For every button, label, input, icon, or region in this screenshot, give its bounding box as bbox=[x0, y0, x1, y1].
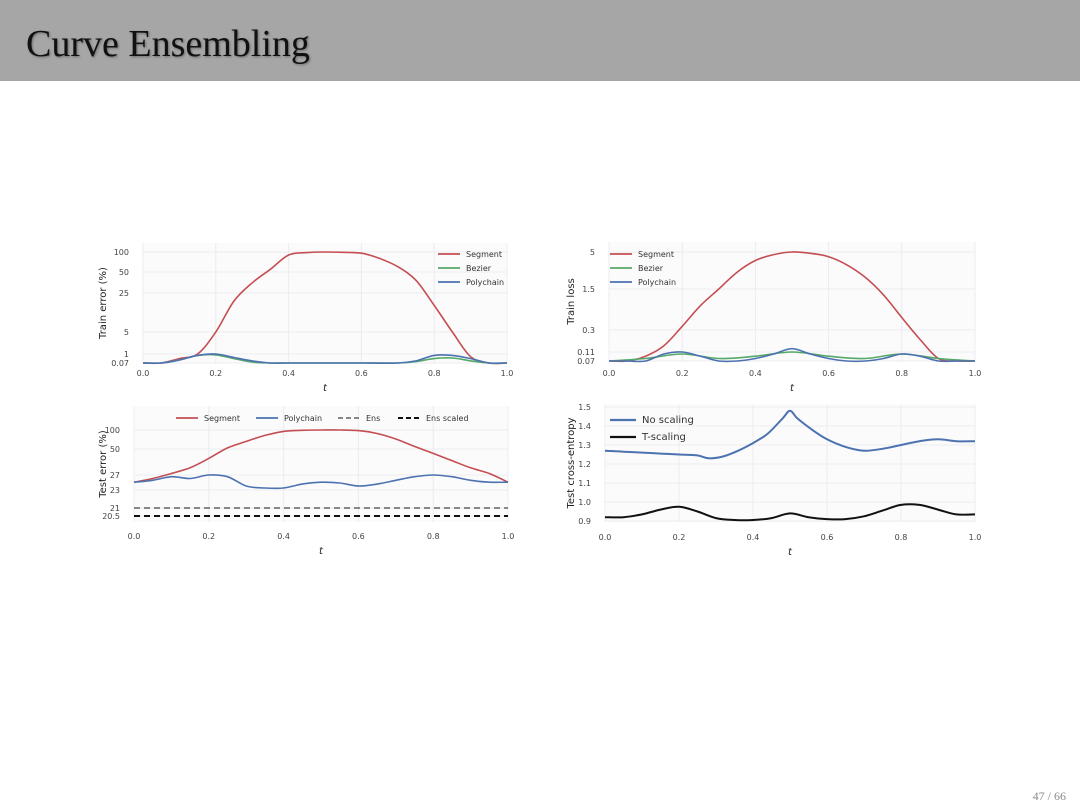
y-tick-label: 0.07 bbox=[111, 359, 129, 368]
y-tick-label: 0.11 bbox=[577, 348, 595, 357]
legend-label: Polychain bbox=[284, 414, 322, 423]
series-line-t-scaling bbox=[604, 503, 976, 522]
y-tick-label: 21 bbox=[110, 504, 120, 513]
x-tick-label: 1.0 bbox=[969, 533, 982, 542]
x-tick-label: 0.4 bbox=[282, 369, 295, 378]
legend-label: Segment bbox=[466, 250, 502, 259]
x-tick-label: 0.8 bbox=[428, 369, 441, 378]
y-tick-label: 50 bbox=[119, 268, 129, 277]
y-tick-label: 20.5 bbox=[102, 512, 120, 521]
x-tick-label: 0.4 bbox=[747, 533, 760, 542]
y-tick-label: 5 bbox=[124, 328, 129, 337]
plot-area bbox=[134, 406, 508, 522]
x-tick-label: 0.6 bbox=[821, 533, 834, 542]
y-tick-label: 1.1 bbox=[578, 479, 591, 488]
series-line-polychain bbox=[142, 353, 508, 365]
y-axis-label: Train loss bbox=[566, 278, 577, 326]
legend-label: No scaling bbox=[642, 415, 694, 426]
legend-label: Ens bbox=[366, 414, 380, 423]
series-line-segment bbox=[608, 251, 976, 363]
x-tick-label: 1.0 bbox=[502, 532, 515, 541]
legend-label: Polychain bbox=[638, 278, 676, 287]
x-tick-label: 0.2 bbox=[202, 532, 215, 541]
x-tick-label: 0.6 bbox=[822, 369, 835, 378]
y-tick-label: 1.5 bbox=[582, 285, 595, 294]
y-tick-label: 5 bbox=[590, 248, 595, 257]
x-tick-label: 1.0 bbox=[501, 369, 514, 378]
x-tick-label: 0.0 bbox=[603, 369, 616, 378]
y-tick-label: 1 bbox=[124, 350, 129, 359]
x-tick-label: 0.6 bbox=[355, 369, 368, 378]
x-axis-label: t bbox=[790, 383, 795, 394]
series-line-no-scaling bbox=[604, 409, 976, 460]
y-axis-label: Test cross-entropy bbox=[566, 417, 577, 509]
series-line-polychain bbox=[133, 474, 509, 490]
page-separator: / bbox=[1044, 789, 1054, 803]
x-tick-label: 0.0 bbox=[128, 532, 141, 541]
page-current: 47 bbox=[1032, 789, 1045, 803]
x-axis-label: t bbox=[788, 547, 793, 558]
title-bar: Curve Ensembling bbox=[0, 0, 1080, 81]
x-tick-label: 0.2 bbox=[673, 533, 686, 542]
x-axis-label: t bbox=[323, 383, 328, 394]
page-number: 47 / 66 bbox=[1033, 789, 1066, 804]
x-tick-label: 0.8 bbox=[895, 533, 908, 542]
chart-train-error: 0.0 0.2 0.4 0.6 0.8 1.0 0.071 5 25 50 100 t Train er… bbox=[98, 243, 513, 394]
y-tick-label: 100 bbox=[105, 426, 120, 435]
chart-test-error: 0.0 0.2 0.4 0.6 0.8 1.0 20.521 23 27 50 100 t Test e… bbox=[98, 406, 514, 557]
y-tick-label: 1.0 bbox=[578, 498, 591, 507]
y-tick-label: 0.07 bbox=[577, 357, 595, 366]
y-axis-label: Test error (%) bbox=[98, 430, 109, 499]
y-axis-label: Train error (%) bbox=[98, 267, 109, 340]
y-tick-label: 1.5 bbox=[578, 403, 591, 412]
legend-label: Ens scaled bbox=[426, 414, 469, 423]
page-total: 66 bbox=[1054, 789, 1066, 803]
y-tick-label: 27 bbox=[110, 471, 120, 480]
series-line-segment bbox=[142, 251, 508, 365]
y-tick-label: 100 bbox=[114, 248, 129, 257]
y-tick-label: 25 bbox=[119, 289, 129, 298]
plot-area bbox=[609, 242, 975, 361]
y-tick-label: 23 bbox=[110, 486, 120, 495]
x-tick-label: 0.2 bbox=[676, 369, 689, 378]
x-axis-label: t bbox=[319, 546, 324, 557]
x-tick-label: 0.4 bbox=[277, 532, 290, 541]
x-tick-label: 0.2 bbox=[209, 369, 222, 378]
legend-label: Bezier bbox=[466, 264, 492, 273]
legend-label: T-scaling bbox=[641, 432, 686, 443]
legend-label: Segment bbox=[204, 414, 240, 423]
series-line-segment bbox=[133, 429, 509, 483]
y-tick-label: 0.3 bbox=[582, 326, 595, 335]
series-line-polychain bbox=[609, 347, 975, 363]
x-tick-label: 1.0 bbox=[969, 369, 982, 378]
chart-test-cross-entropy: 0.0 0.2 0.4 0.6 0.8 1.0 0.9 1.0 1.1 1.2 1.3 1.4 1.5 t… bbox=[566, 403, 981, 558]
slide-title: Curve Ensembling bbox=[26, 23, 310, 65]
plot-area bbox=[143, 243, 507, 363]
legend-label: Bezier bbox=[638, 264, 664, 273]
y-tick-label: 50 bbox=[110, 445, 120, 454]
y-tick-label: 1.4 bbox=[578, 422, 591, 431]
legend-label: Polychain bbox=[466, 278, 504, 287]
x-tick-label: 0.0 bbox=[137, 369, 150, 378]
y-tick-label: 1.2 bbox=[578, 460, 591, 469]
y-tick-label: 1.3 bbox=[578, 441, 591, 450]
legend-label: Segment bbox=[638, 250, 674, 259]
x-tick-label: 0.4 bbox=[749, 369, 762, 378]
x-tick-label: 0.0 bbox=[599, 533, 612, 542]
y-tick-label: 0.9 bbox=[578, 517, 591, 526]
x-tick-label: 0.8 bbox=[895, 369, 908, 378]
chart-train-loss: 0.0 0.2 0.4 0.6 0.8 1.0 0.070.11 0.3 1.5 5 t Train … bbox=[566, 242, 981, 394]
x-tick-label: 0.8 bbox=[427, 532, 440, 541]
x-tick-label: 0.6 bbox=[352, 532, 365, 541]
